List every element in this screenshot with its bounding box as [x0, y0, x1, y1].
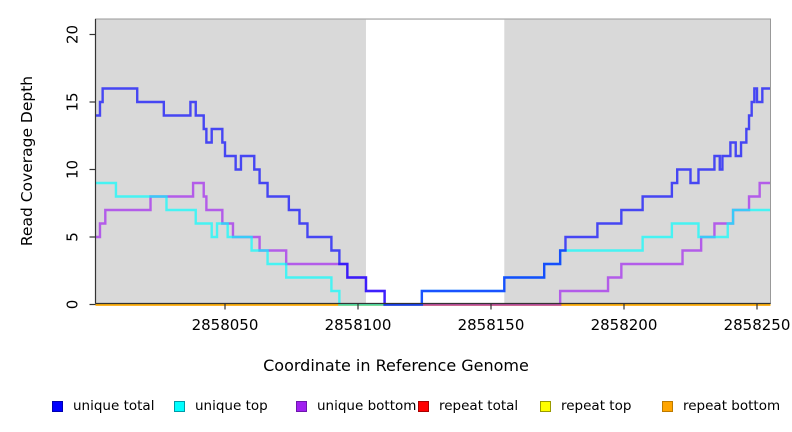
- repeat-region-band: [365, 19, 505, 304]
- legend-item-unique-bottom: unique bottom: [296, 396, 418, 416]
- legend-item-unique-total: unique total: [52, 396, 174, 416]
- x-tick-label: 2858200: [591, 316, 658, 334]
- legend-label: unique top: [195, 398, 268, 414]
- y-tick-label: 10: [63, 160, 81, 179]
- x-tick-label: 2858150: [458, 316, 525, 334]
- legend: unique total unique top unique bottom repea…: [52, 396, 784, 416]
- y-tick-label: 5: [63, 232, 81, 242]
- legend-label: repeat total: [439, 398, 519, 414]
- legend-swatch-icon: [418, 400, 429, 412]
- legend-label: unique total: [73, 398, 155, 414]
- legend-label: unique bottom: [317, 398, 417, 414]
- y-tick-label: 0: [63, 300, 81, 310]
- legend-swatch-icon: [52, 400, 63, 412]
- legend-item-unique-top: unique top: [174, 396, 296, 416]
- legend-swatch-icon: [174, 400, 185, 412]
- series-line-unique-top: [95, 181, 771, 306]
- legend-label: repeat top: [561, 398, 632, 414]
- legend-swatch-icon: [662, 400, 673, 412]
- legend-item-repeat-total: repeat total: [418, 396, 540, 416]
- y-tick-label: 15: [63, 92, 81, 111]
- x-axis-title: Coordinate in Reference Genome: [263, 356, 529, 375]
- legend-item-repeat-bottom: repeat bottom: [662, 396, 784, 416]
- series-line-unique-total: [95, 87, 771, 306]
- legend-swatch-icon: [540, 400, 551, 412]
- x-tick-label: 2858050: [192, 316, 259, 334]
- legend-item-repeat-top: repeat top: [540, 396, 662, 416]
- x-tick-label: 2858250: [724, 316, 791, 334]
- x-tick-label: 2858100: [325, 316, 392, 334]
- y-axis-title: Read Coverage Depth: [18, 75, 36, 247]
- legend-swatch-icon: [296, 400, 307, 412]
- y-tick-label: 20: [63, 25, 81, 44]
- legend-label: repeat bottom: [683, 398, 781, 414]
